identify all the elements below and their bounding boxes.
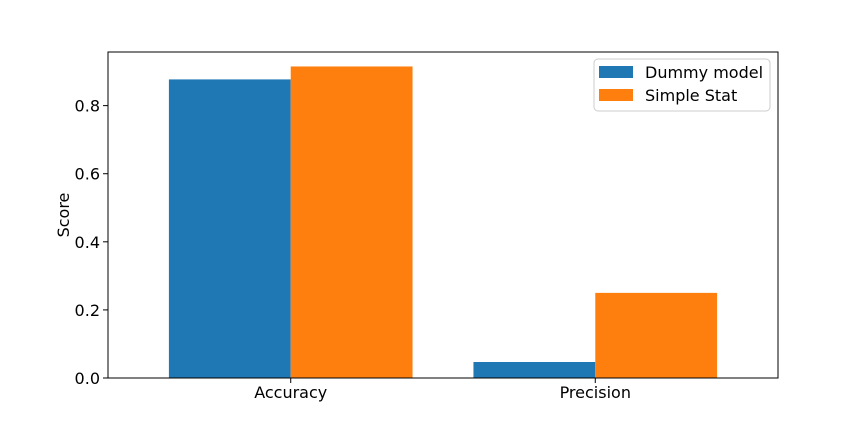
y-axis-label: Score: [54, 193, 73, 238]
legend-box: [593, 58, 771, 112]
x-tick-label: Accuracy: [254, 383, 327, 402]
y-tick-label: 0.6: [75, 165, 100, 184]
y-tick-label: 0.2: [75, 301, 100, 320]
legend-label-simple-stat: Simple Stat: [645, 86, 737, 105]
x-tick-label: Precision: [560, 383, 631, 402]
y-axis-ticks: 0.0 0.2 0.4 0.6 0.8: [75, 97, 108, 388]
bar-dummy-model-precision: [473, 361, 596, 378]
bar-simple-stat-accuracy: [290, 66, 413, 378]
legend-swatch-dummy-model: [599, 66, 633, 78]
y-tick-label: 0.0: [75, 369, 100, 388]
y-tick-label: 0.4: [75, 233, 100, 252]
legend-swatch-simple-stat: [599, 89, 633, 101]
bar-simple-stat-precision: [595, 292, 718, 378]
y-tick-label: 0.8: [75, 97, 100, 116]
bar-dummy-model-accuracy: [168, 79, 291, 378]
legend-label-dummy-model: Dummy model: [645, 63, 763, 82]
plot-frame: [107, 51, 779, 379]
bars: [168, 66, 718, 378]
legend: Dummy model Simple Stat: [593, 58, 771, 112]
x-axis-ticks: Accuracy Precision: [254, 378, 631, 402]
